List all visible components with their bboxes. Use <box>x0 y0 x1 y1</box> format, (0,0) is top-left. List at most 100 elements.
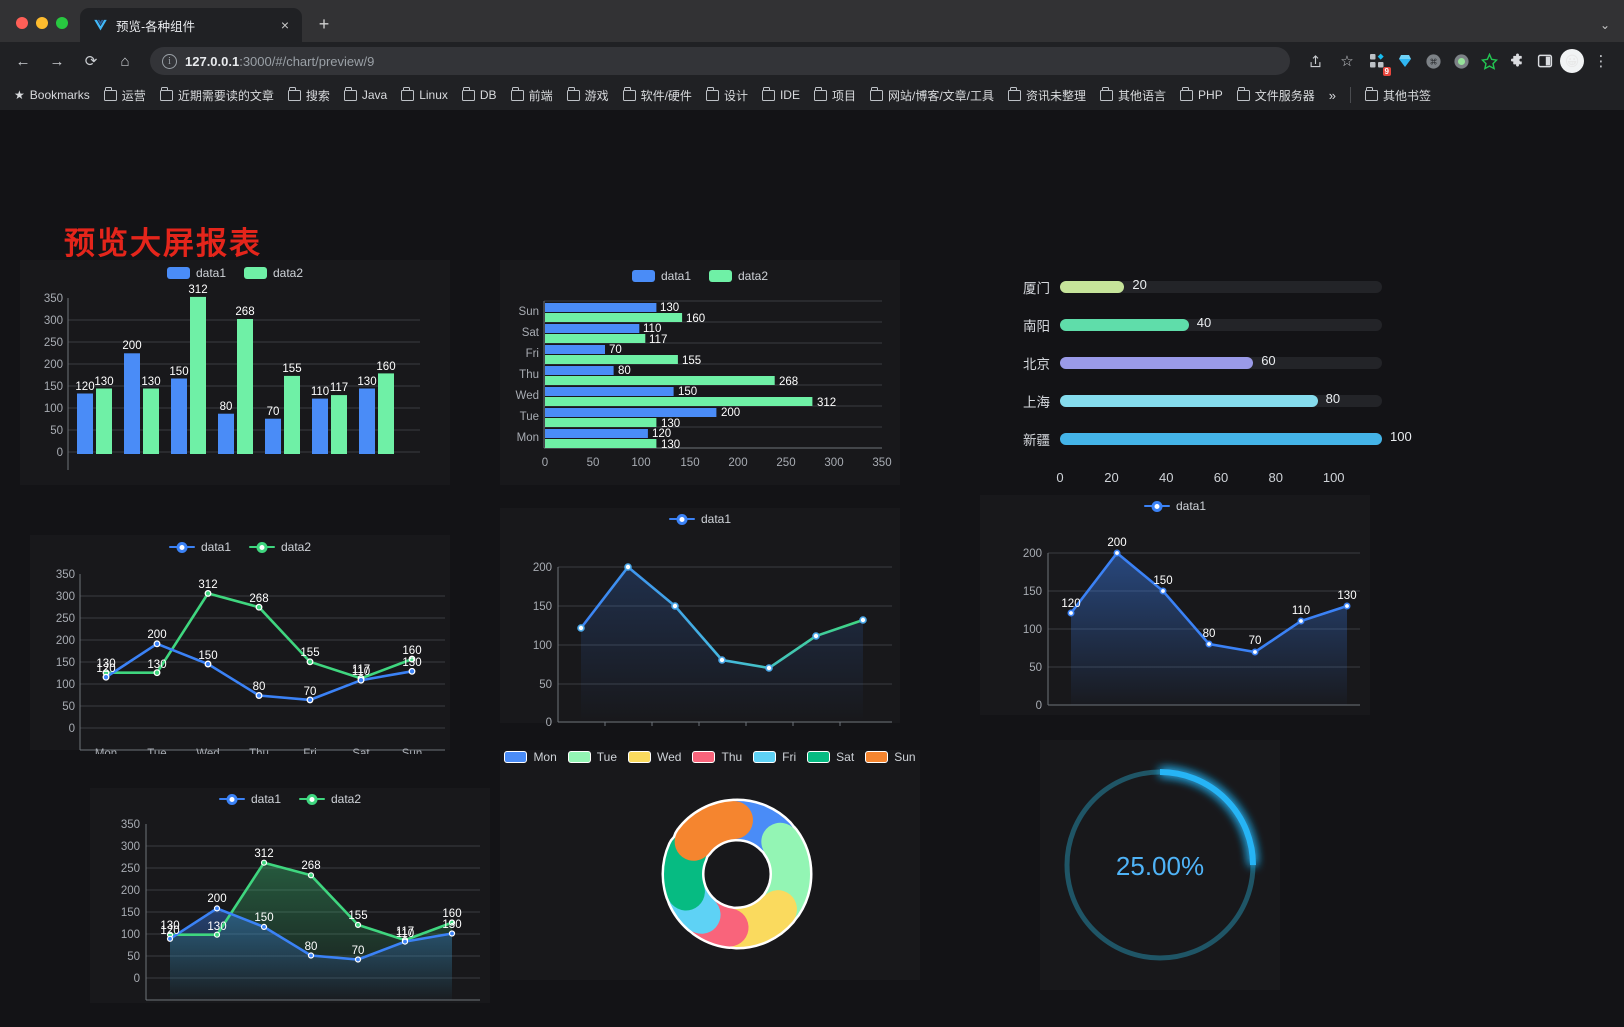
legend-item-data1[interactable]: data1 <box>166 266 226 280</box>
legend-swatch <box>709 270 732 282</box>
progress-track[interactable]: 40 <box>1060 315 1382 331</box>
bookmark-folder-9[interactable]: 设计 <box>700 84 754 107</box>
progress-track[interactable]: 60 <box>1060 353 1382 369</box>
legend-item-data2[interactable]: data2 <box>244 266 303 280</box>
progress-row-3[interactable]: 上海 80 <box>1002 382 1382 420</box>
site-info-icon[interactable]: i <box>162 53 177 69</box>
extension-grid-icon[interactable]: 9 <box>1364 48 1391 76</box>
close-window-button[interactable] <box>16 17 28 29</box>
legend-item-data2[interactable]: data2 <box>299 792 361 806</box>
folder-icon <box>566 87 580 101</box>
legend-area-dual: data1 data2 <box>90 788 490 806</box>
legend-item-data1[interactable]: data1 <box>1143 499 1206 513</box>
share-icon[interactable] <box>1300 46 1330 76</box>
legend-item-wed[interactable]: Wed <box>628 750 681 764</box>
profile-avatar[interactable]: 😀 <box>1560 49 1584 73</box>
progress-fill <box>1060 319 1189 331</box>
bar-vertical-plot: 350 300 250 200 150 100 50 0 <box>44 284 420 495</box>
legend-item-thu[interactable]: Thu <box>692 750 742 764</box>
line-value-labels: 130 120 200 130 312 150 268 80 155 70 11… <box>96 579 421 698</box>
svg-text:100: 100 <box>1023 624 1042 636</box>
svg-text:Mon: Mon <box>95 748 117 754</box>
bookmark-folder-5[interactable]: DB <box>456 85 503 105</box>
forward-button[interactable]: → <box>49 52 65 70</box>
legend-item-sun[interactable]: Sun <box>865 750 916 764</box>
progress-track[interactable]: 20 <box>1060 277 1382 293</box>
bookmark-folder-2[interactable]: 搜索 <box>282 84 336 107</box>
bookmarks-overflow-button[interactable]: » <box>1328 87 1336 103</box>
bookmark-folder-6[interactable]: 前端 <box>505 84 559 107</box>
reload-button[interactable]: ⟳ <box>84 53 98 70</box>
legend-item-mon[interactable]: Mon <box>504 750 557 764</box>
progress-row-2[interactable]: 北京 60 <box>1002 344 1382 382</box>
progress-track[interactable]: 80 <box>1060 391 1382 407</box>
legend-item-data2[interactable]: data2 <box>709 269 768 283</box>
donut-segment-sun[interactable] <box>664 801 810 947</box>
line-points-data1[interactable] <box>1067 549 1351 656</box>
other-bookmarks-folder[interactable]: 其他书签 <box>1359 84 1437 107</box>
bookmark-folder-3[interactable]: Java <box>338 85 393 105</box>
progress-row-4[interactable]: 新疆 100 <box>1002 420 1412 458</box>
progress-row-1[interactable]: 南阳 40 <box>1002 306 1382 344</box>
donut-segment-thu[interactable] <box>664 801 810 947</box>
gauge-value-arc[interactable] <box>1064 769 1256 961</box>
legend-swatch <box>753 751 777 763</box>
line-points-data1[interactable] <box>102 640 416 704</box>
address-bar[interactable]: i 127.0.0.1:3000/#/chart/preview/9 <box>150 47 1290 75</box>
svg-text:70: 70 <box>609 344 622 356</box>
browser-menu-button[interactable]: ⋮ <box>1593 53 1609 70</box>
bookmark-folder-15[interactable]: PHP <box>1174 85 1229 105</box>
bars-data2[interactable] <box>96 296 394 454</box>
legend-item-sat[interactable]: Sat <box>807 750 854 764</box>
home-button[interactable]: ⌂ <box>120 52 130 70</box>
bookmark-folder-14[interactable]: 其他语言 <box>1094 84 1172 107</box>
svg-text:130: 130 <box>1337 590 1356 602</box>
minimize-window-button[interactable] <box>36 17 48 29</box>
donut-segment-sat[interactable] <box>664 801 810 947</box>
bookmark-folder-7[interactable]: 游戏 <box>561 84 615 107</box>
hbars-data1[interactable] <box>545 303 717 438</box>
green-dot-extension-icon[interactable] <box>1448 48 1474 74</box>
star-extension-icon[interactable] <box>1476 48 1502 74</box>
bookmark-folder-10[interactable]: IDE <box>756 85 806 105</box>
circle-extension-icon[interactable]: ⌘ <box>1420 48 1446 74</box>
browser-tab[interactable]: 预览-各种组件 × <box>80 8 302 42</box>
progress-row-0[interactable]: 厦门 20 <box>1002 268 1382 306</box>
svg-text:Sun: Sun <box>402 748 422 754</box>
maximize-window-button[interactable] <box>56 17 68 29</box>
bookmark-label: 搜索 <box>305 88 330 103</box>
donut-segment-tue[interactable] <box>664 801 810 947</box>
sidepanel-icon[interactable] <box>1532 48 1558 74</box>
bookmark-folder-13[interactable]: 资讯未整理 <box>1002 84 1092 107</box>
bookmark-folder-12[interactable]: 网站/博客/文章/工具 <box>864 84 1000 107</box>
close-tab-button[interactable]: × <box>280 17 290 33</box>
bookmarks-root[interactable]: ★ Bookmarks <box>8 85 96 105</box>
puzzle-extension-icon[interactable] <box>1504 48 1530 74</box>
line-points-data1[interactable] <box>166 905 456 963</box>
diamond-extension-icon[interactable] <box>1392 48 1418 74</box>
legend-item-data1[interactable]: data1 <box>168 540 231 554</box>
legend-item-fri[interactable]: Fri <box>753 750 796 764</box>
legend-item-tue[interactable]: Tue <box>567 750 617 764</box>
chevron-down-icon[interactable]: ⌄ <box>1599 18 1610 32</box>
new-tab-button[interactable]: + <box>318 13 330 34</box>
bookmark-folder-16[interactable]: 文件服务器 <box>1231 84 1321 107</box>
bookmark-folder-0[interactable]: 运营 <box>98 84 152 107</box>
bookmark-star-icon[interactable]: ☆ <box>1340 53 1354 70</box>
bookmark-folder-11[interactable]: 项目 <box>808 84 862 107</box>
line-points-data2[interactable] <box>102 589 416 682</box>
legend-item-data1[interactable]: data1 <box>218 792 281 806</box>
bookmark-folder-8[interactable]: 软件/硬件 <box>617 84 698 107</box>
bars-data1[interactable] <box>77 353 375 454</box>
bookmark-folder-4[interactable]: Linux <box>395 85 454 105</box>
svg-text:117: 117 <box>352 664 370 676</box>
hbars-data2[interactable] <box>545 313 813 448</box>
back-button[interactable]: ← <box>15 52 31 70</box>
bookmark-folder-1[interactable]: 近期需要读的文章 <box>154 84 280 107</box>
progress-track[interactable]: 100 <box>1060 429 1412 445</box>
legend-item-data2[interactable]: data2 <box>249 540 311 554</box>
legend-item-data1[interactable]: data1 <box>668 512 731 526</box>
legend-item-data1[interactable]: data1 <box>631 269 691 283</box>
area-dual-value-labels: 130 120 200 130 312 150 268 80 155 70 11… <box>160 848 461 957</box>
line-points-data1[interactable] <box>577 563 867 672</box>
